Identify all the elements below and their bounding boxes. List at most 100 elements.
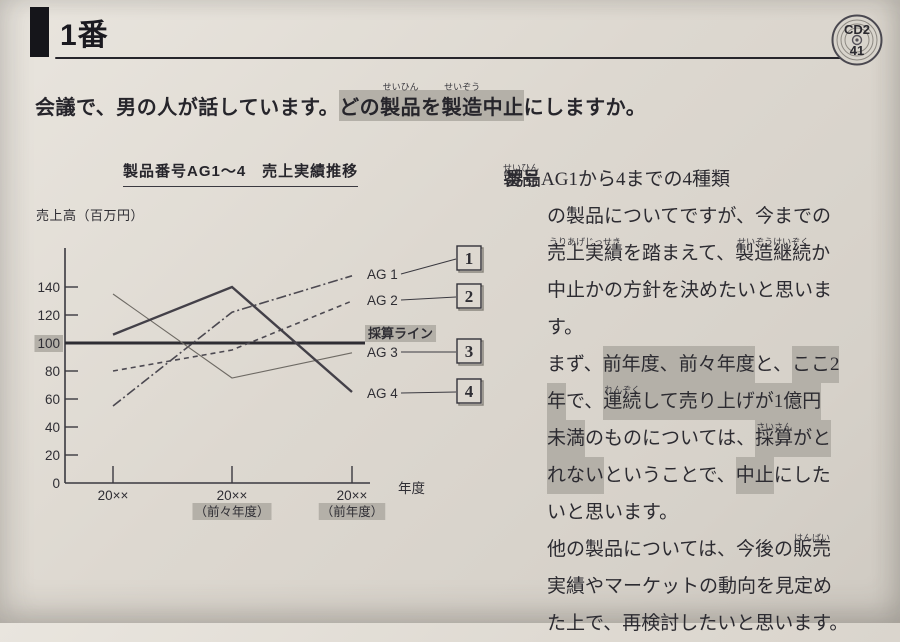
text-segment: と、 (754, 354, 792, 375)
answer-box-1 (456, 245, 482, 271)
dialogue-line: 年で、連続 れんぞく して売り上げが1億円 (506, 383, 878, 420)
answer-box-3 (456, 338, 482, 364)
furigana: れんぞく (604, 385, 641, 395)
series-line-ag2 (112, 300, 353, 372)
answer-number-2: 2 (465, 287, 474, 306)
answer-number-3: 3 (465, 342, 474, 361)
furigana: せいひん (382, 82, 419, 92)
y-tick-label: 120 (37, 308, 60, 323)
highlighted-text: がと (793, 420, 832, 457)
dialogue-column: 男：製品 せいひん 番号AG1から4までの4種類の製品についてですが、今までの売上実… (503, 161, 878, 642)
text-segment: にした (773, 465, 831, 486)
highlighted-text: 中止 (735, 457, 774, 494)
dialogue-line: まず、前年度、前々年度と、ここ2 (506, 346, 878, 383)
y-tick-label: 0 (52, 476, 60, 491)
highlighted-text: 連続 れんぞく (603, 383, 642, 420)
highlighted-text: 未満 (547, 420, 586, 457)
text-segment: 他の製品については、今後の (547, 539, 794, 560)
section-header-bar (30, 7, 49, 57)
text-segment: を踏まえて、 (623, 243, 736, 264)
header-rule (55, 57, 845, 59)
text-segment: 実績やマーケットの動向を見定め (547, 576, 833, 597)
cd-track-badge: CD2 41 (831, 14, 883, 66)
label-highlight (34, 335, 63, 352)
y-tick-label: 20 (45, 448, 60, 463)
furigana: はんばい (794, 533, 831, 543)
highlighted-text: 採算 さいさん (755, 420, 794, 457)
text-segment: で、 (566, 391, 604, 412)
text-segment: 製造継続 せいぞうけいぞく (735, 235, 811, 272)
text-segment: た上で、再検討したいと思います。 (547, 613, 849, 634)
dialogue-line: 他の製品については、今後の販売 はんばい (506, 531, 878, 568)
text-segment: 番号AG1から4までの4種類 (503, 169, 730, 190)
highlighted-text: 前々年度 (678, 346, 755, 383)
highlighted-text: 年 (547, 383, 567, 420)
y-tick-label: 140 (37, 280, 60, 295)
furigana: せいぞうけいぞく (737, 237, 810, 247)
series-line-ag4 (112, 285, 353, 393)
dialogue-line: れないということで、中止にした (506, 457, 878, 494)
highlighted-text: して売り上げが1億円 (641, 383, 822, 420)
y-tick-label: 60 (45, 392, 60, 407)
dialogue-line: 中止かの方針を決めたいと思いま (506, 272, 878, 309)
text-segment: 売上実績 うりあげじっせき (547, 235, 623, 272)
text-segment: いと思います。 (547, 502, 679, 523)
highlighted-text: れない (547, 457, 605, 494)
dialogue-line: いと思います。 (506, 494, 878, 531)
chart-title: 製品番号AG1～4 売上実績推移 (123, 160, 359, 187)
text-segment: 会議で、男の人が話しています。 (35, 97, 340, 119)
label-highlight (365, 325, 437, 342)
furigana: うりあげじっせき (548, 237, 622, 247)
answer-box-4 (456, 378, 482, 404)
series-label: AG 1 (367, 267, 398, 282)
track-number: 41 (849, 43, 865, 58)
dialogue-line: の製品についてですが、今までの (506, 198, 878, 235)
text-segment: まず、 (547, 354, 603, 375)
x-axis-label: 年度 (398, 481, 425, 496)
highlighted-text: 製造 せいぞう (441, 82, 483, 121)
series-line-ag1 (112, 275, 353, 407)
x-tick-label: 20×× (98, 488, 129, 503)
speaker-label: 男： (506, 169, 545, 190)
answer-number-4: 4 (465, 382, 474, 401)
dialogue-line: 男：製品 せいひん 番号AG1から4までの4種類 (503, 161, 878, 198)
section-number: 1番 (60, 19, 109, 52)
y-tick-label: 100 (37, 336, 60, 351)
x-tick-label: 20×× (337, 488, 368, 503)
series-label: AG 3 (367, 345, 398, 360)
text-segment: 中止かの方針を決めたいと思いま (547, 280, 833, 301)
text-segment: ということで、 (604, 465, 736, 486)
label-highlight (192, 503, 272, 520)
x-tick-sublabel: （前々年度） (194, 504, 269, 519)
y-tick-label: 80 (45, 364, 60, 379)
text-segment: のものについては、 (585, 428, 756, 449)
answer-number-1: 1 (465, 249, 474, 268)
series-label: AG 4 (367, 386, 398, 401)
text-segment: の製品についてですが、今までの (547, 206, 832, 227)
leader-line (400, 296, 457, 301)
highlighted-text: どの (339, 90, 381, 121)
y-axis-label: 売上高（百万円） (36, 208, 145, 223)
series-line-ag3 (112, 293, 353, 379)
highlighted-text: 中止 (482, 90, 524, 121)
answer-box-2 (456, 283, 482, 309)
breakeven-label: 採算ライン (368, 326, 433, 341)
furigana: せいぞう (444, 82, 481, 92)
dialogue-line: 未満のものについては、採算 さいさん がと (506, 420, 878, 457)
text-segment: す。 (547, 317, 584, 338)
question-text: 会議で、男の人が話しています。どの製品 せいひん を製造 せいぞう 中止にしますか。 (35, 82, 646, 121)
cd-disc-icon (831, 14, 883, 66)
dialogue-line: 実績やマーケットの動向を見定め (506, 568, 878, 605)
cd-number: CD2 (843, 22, 870, 37)
highlighted-text: 前年度、 (602, 346, 679, 383)
highlighted-text: ここ2 (791, 346, 840, 383)
x-tick-sublabel: （前年度） (321, 504, 384, 519)
text-segment: 販売 はんばい (793, 531, 831, 568)
highlighted-text: 製品 せいひん (380, 82, 422, 121)
highlighted-text: を (421, 90, 442, 121)
series-label: AG 2 (367, 293, 398, 308)
text-segment: か (811, 243, 831, 264)
dialogue-line: た上で、再検討したいと思います。 (506, 605, 878, 642)
label-highlight (318, 503, 386, 520)
